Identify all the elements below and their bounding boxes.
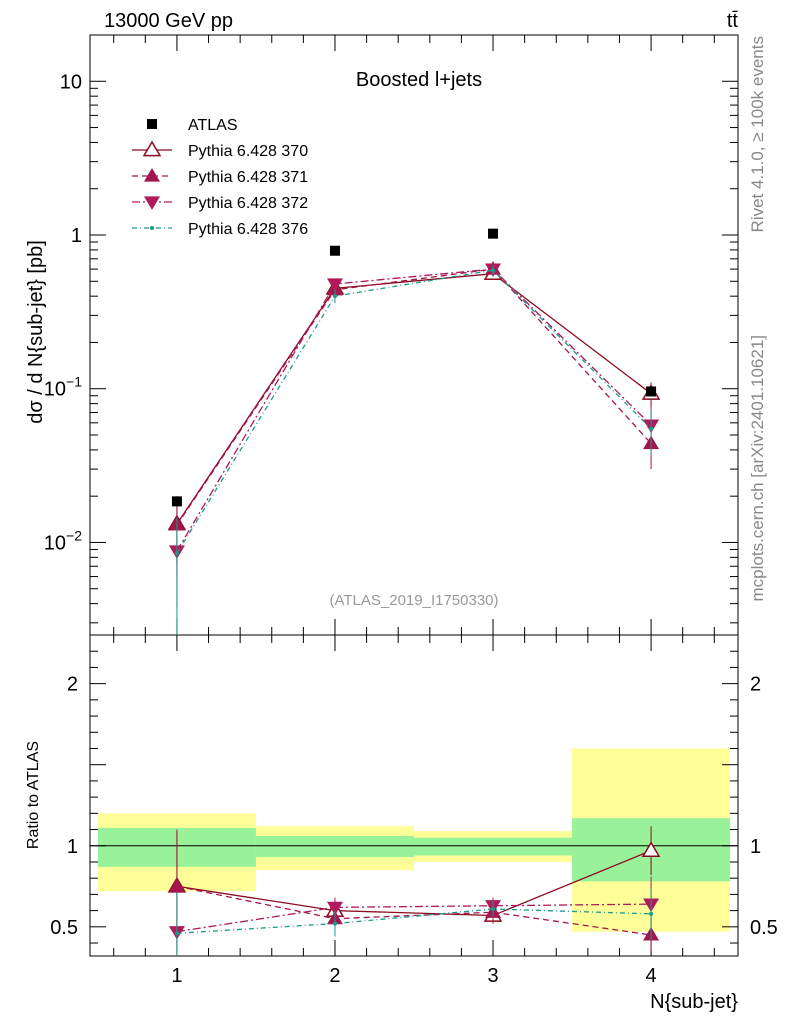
- main-point: [332, 294, 337, 299]
- ratio-point: [491, 906, 496, 911]
- x-axis-label: N{sub-jet}: [650, 991, 738, 1013]
- chart-title: Boosted l+jets: [356, 69, 482, 91]
- atlas-data-point: [488, 228, 499, 239]
- header-energy: 13000 GeV pp: [104, 10, 233, 32]
- xtick-label: 2: [329, 965, 340, 987]
- legend-label: Pythia 6.428 370: [188, 143, 308, 160]
- main-point: [649, 426, 654, 431]
- ratio-uncertainty-bands: [90, 748, 738, 932]
- ratio-ytick-label-left: 2: [67, 674, 78, 696]
- atlas-data-point: [329, 245, 340, 256]
- main-ylabel-text: dσ / d N{sub-jet} [pb]: [25, 240, 47, 424]
- ratio-series-line: [176, 850, 652, 917]
- analysis-id: (ATLAS_2019_I1750330): [329, 592, 498, 609]
- legend-marker: [142, 140, 162, 157]
- ratio-ylabel: Ratio to ATLAS: [25, 741, 42, 849]
- legend-label: ATLAS: [188, 117, 238, 134]
- main-series-lines: [167, 228, 661, 635]
- legend-label: Pythia 6.428 372: [188, 195, 308, 212]
- atlas-data-point: [646, 386, 657, 397]
- band-inner: [255, 836, 414, 858]
- legend-marker: [144, 196, 160, 210]
- mcplots-label: mcplots.cern.ch [arXiv:2401.10621]: [748, 335, 767, 601]
- main-ytick-label: 10−1: [44, 374, 82, 401]
- main-point: [326, 278, 343, 293]
- rivet-label: Rivet 4.1.0, ≥ 100k events: [748, 36, 767, 232]
- legend-label: Pythia 6.428 371: [188, 169, 308, 186]
- legend-atlas-marker: [147, 119, 157, 129]
- ratio-series-lines: [167, 826, 661, 956]
- atlas-data-point: [171, 496, 182, 507]
- main-point: [174, 551, 179, 556]
- ratio-panel-frame: [89, 634, 739, 957]
- ratio-ylabel-text: Ratio to ATLAS: [25, 741, 42, 849]
- main-ytick-label: 10−2: [44, 527, 82, 554]
- legend: ATLAS Pythia 6.428 370 Pythia 6.428 371 Pyt…: [132, 117, 308, 238]
- main-series-line: [176, 273, 652, 525]
- ratio-ytick-label-right: 1: [750, 836, 761, 858]
- band-inner: [414, 837, 573, 856]
- xtick-label: 3: [487, 965, 498, 987]
- ratio-ytick-label-left: 0.5: [50, 917, 78, 939]
- ratio-point: [649, 911, 654, 916]
- ratio-point: [174, 931, 179, 936]
- ratio-series-line: [176, 908, 652, 934]
- main-series-line: [176, 269, 652, 554]
- ratio-ytick-label-left: 1: [67, 836, 78, 858]
- ratio-series-line: [176, 885, 652, 936]
- ratio-series-line: [176, 903, 652, 933]
- main-ytick-label: 1: [71, 225, 82, 247]
- ratio-ytick-label-right: 2: [750, 674, 761, 696]
- ratio-point: [641, 841, 661, 857]
- legend-label: Pythia 6.428 376: [188, 221, 308, 238]
- main-ylabel: dσ / d N{sub-jet} [pb]: [25, 240, 47, 424]
- xtick-label: 4: [646, 965, 657, 987]
- xtick-label: 1: [171, 965, 182, 987]
- ratio-ytick-label-right: 0.5: [750, 917, 778, 939]
- main-ytick-label: 10: [60, 71, 82, 93]
- legend-marker: [150, 226, 154, 230]
- main-series-line: [176, 268, 652, 526]
- ratio-point: [332, 921, 337, 926]
- main-series-line: [176, 268, 652, 552]
- legend-marker: [144, 168, 160, 182]
- ratio-point: [326, 901, 343, 916]
- header-process: tt̄: [727, 10, 739, 32]
- main-point: [491, 268, 496, 273]
